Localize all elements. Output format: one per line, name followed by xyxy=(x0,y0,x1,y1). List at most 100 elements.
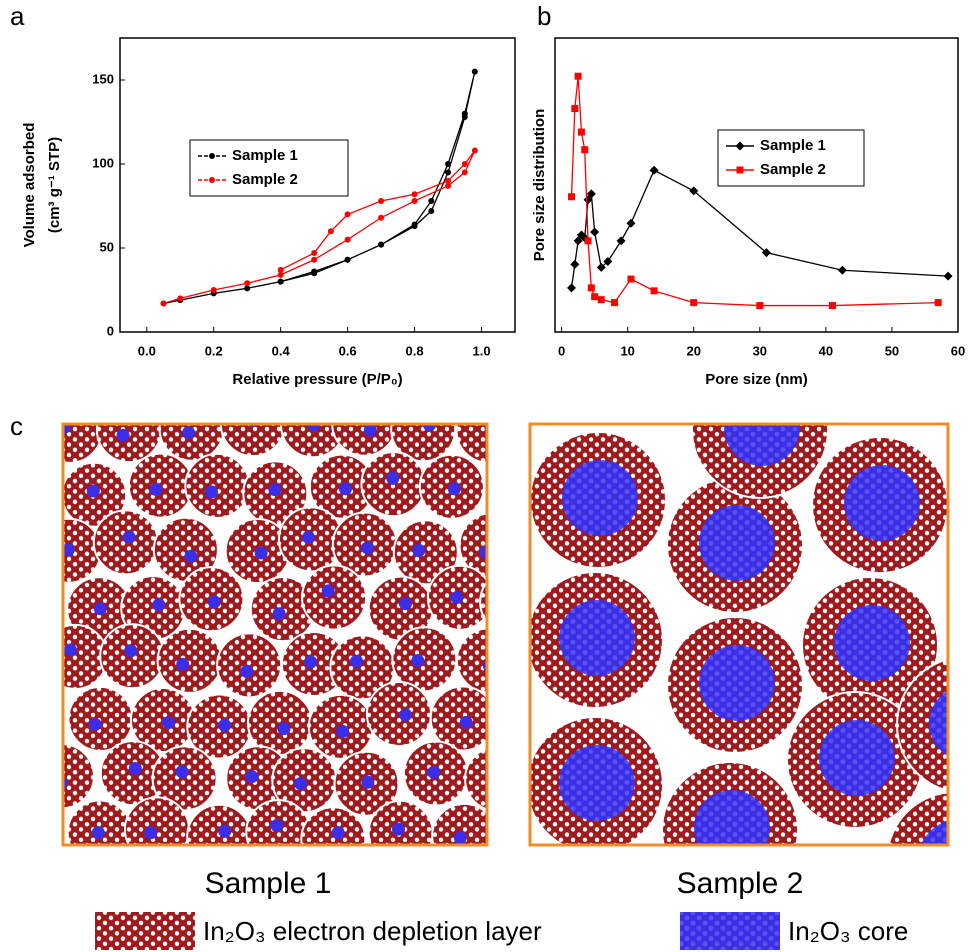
marker xyxy=(571,105,579,113)
particle-core xyxy=(447,482,461,496)
particle-core xyxy=(423,424,437,432)
x-tick-label: 0.2 xyxy=(205,343,223,358)
marker xyxy=(461,110,468,117)
marker xyxy=(277,278,284,285)
marker xyxy=(570,259,580,269)
plot-frame xyxy=(554,37,959,333)
particle-shell xyxy=(301,564,368,631)
particle-core xyxy=(412,543,426,557)
panel-label: c xyxy=(10,411,23,441)
legend-swatch xyxy=(680,912,780,950)
particle-core xyxy=(559,745,635,821)
particle-core xyxy=(149,482,163,496)
marker xyxy=(689,186,699,196)
marker xyxy=(311,256,318,263)
particle-core xyxy=(162,715,176,729)
particle-shell xyxy=(455,424,487,464)
particle-core xyxy=(479,545,487,559)
particle-core xyxy=(338,482,352,496)
panel-label: a xyxy=(10,1,25,31)
y-tick-label: 100 xyxy=(92,155,114,170)
sample-1-diagram xyxy=(63,424,487,845)
particle-shell xyxy=(390,424,457,463)
plot-frame xyxy=(119,37,516,333)
marker xyxy=(583,195,593,205)
particle-core xyxy=(844,465,920,541)
marker xyxy=(616,236,626,246)
series-line xyxy=(163,150,476,305)
particle-core xyxy=(694,790,770,845)
particle-shell xyxy=(95,424,162,464)
particle-core xyxy=(350,654,364,668)
particle-core xyxy=(929,690,948,756)
marker xyxy=(828,302,836,310)
marker xyxy=(311,268,318,275)
particle-core xyxy=(218,718,232,732)
particle-core xyxy=(302,530,316,544)
particle-shell xyxy=(186,803,253,845)
particle-core xyxy=(699,645,775,721)
particle-core xyxy=(268,483,282,497)
marker xyxy=(756,302,764,310)
marker xyxy=(244,285,251,292)
particle-core xyxy=(427,765,441,779)
particle-shell xyxy=(156,627,223,694)
sample-label: Sample 2 xyxy=(677,867,804,900)
particle-core xyxy=(724,424,800,466)
particle-core xyxy=(391,822,405,836)
marker xyxy=(568,193,576,201)
x-tick-label: 0.4 xyxy=(272,343,291,358)
particle-core xyxy=(834,605,910,681)
particle-shell xyxy=(63,743,95,810)
marker xyxy=(934,299,942,307)
marker xyxy=(627,275,635,283)
particle-core xyxy=(304,655,318,669)
particle-shell xyxy=(392,519,459,586)
marker xyxy=(587,284,595,292)
particle-shell xyxy=(123,796,190,845)
particle-core xyxy=(184,549,198,563)
marker xyxy=(378,241,385,248)
particle-core xyxy=(175,765,189,779)
x-tick-label: 60 xyxy=(951,343,965,358)
particle-core xyxy=(144,826,158,840)
particle-core xyxy=(91,826,105,840)
marker xyxy=(581,146,589,154)
particle-core xyxy=(411,654,425,668)
particle-shell xyxy=(184,452,251,519)
particle-shell xyxy=(63,623,109,690)
particle-core xyxy=(93,602,107,616)
marker xyxy=(378,214,385,221)
y-axis-label: Volume adsorbed xyxy=(21,123,38,248)
particle-shell xyxy=(896,658,948,792)
marker xyxy=(209,177,215,183)
marker xyxy=(597,296,605,304)
sample-2-diagram xyxy=(530,424,948,845)
marker xyxy=(761,248,771,258)
marker xyxy=(344,236,351,243)
particle-core xyxy=(459,715,473,729)
particle-core xyxy=(363,424,377,437)
particle-core xyxy=(386,471,400,485)
marker xyxy=(591,293,599,301)
x-tick-label: 0.0 xyxy=(138,343,156,358)
marker xyxy=(596,262,606,272)
x-tick-label: 20 xyxy=(687,343,701,358)
marker xyxy=(378,197,385,204)
marker xyxy=(428,197,435,204)
particle-core xyxy=(116,428,130,442)
frame xyxy=(61,422,489,847)
marker xyxy=(445,182,452,189)
particle-core xyxy=(321,584,335,598)
legend-box xyxy=(189,139,349,197)
particle-shell xyxy=(245,799,312,845)
x-tick-label: 40 xyxy=(819,343,833,358)
particle-shell xyxy=(431,802,487,845)
marker xyxy=(650,287,658,295)
marker xyxy=(461,169,468,176)
legend-text: Sample 1 xyxy=(232,147,298,164)
marker xyxy=(411,221,418,228)
marker xyxy=(603,256,613,266)
particle-core xyxy=(128,762,142,776)
